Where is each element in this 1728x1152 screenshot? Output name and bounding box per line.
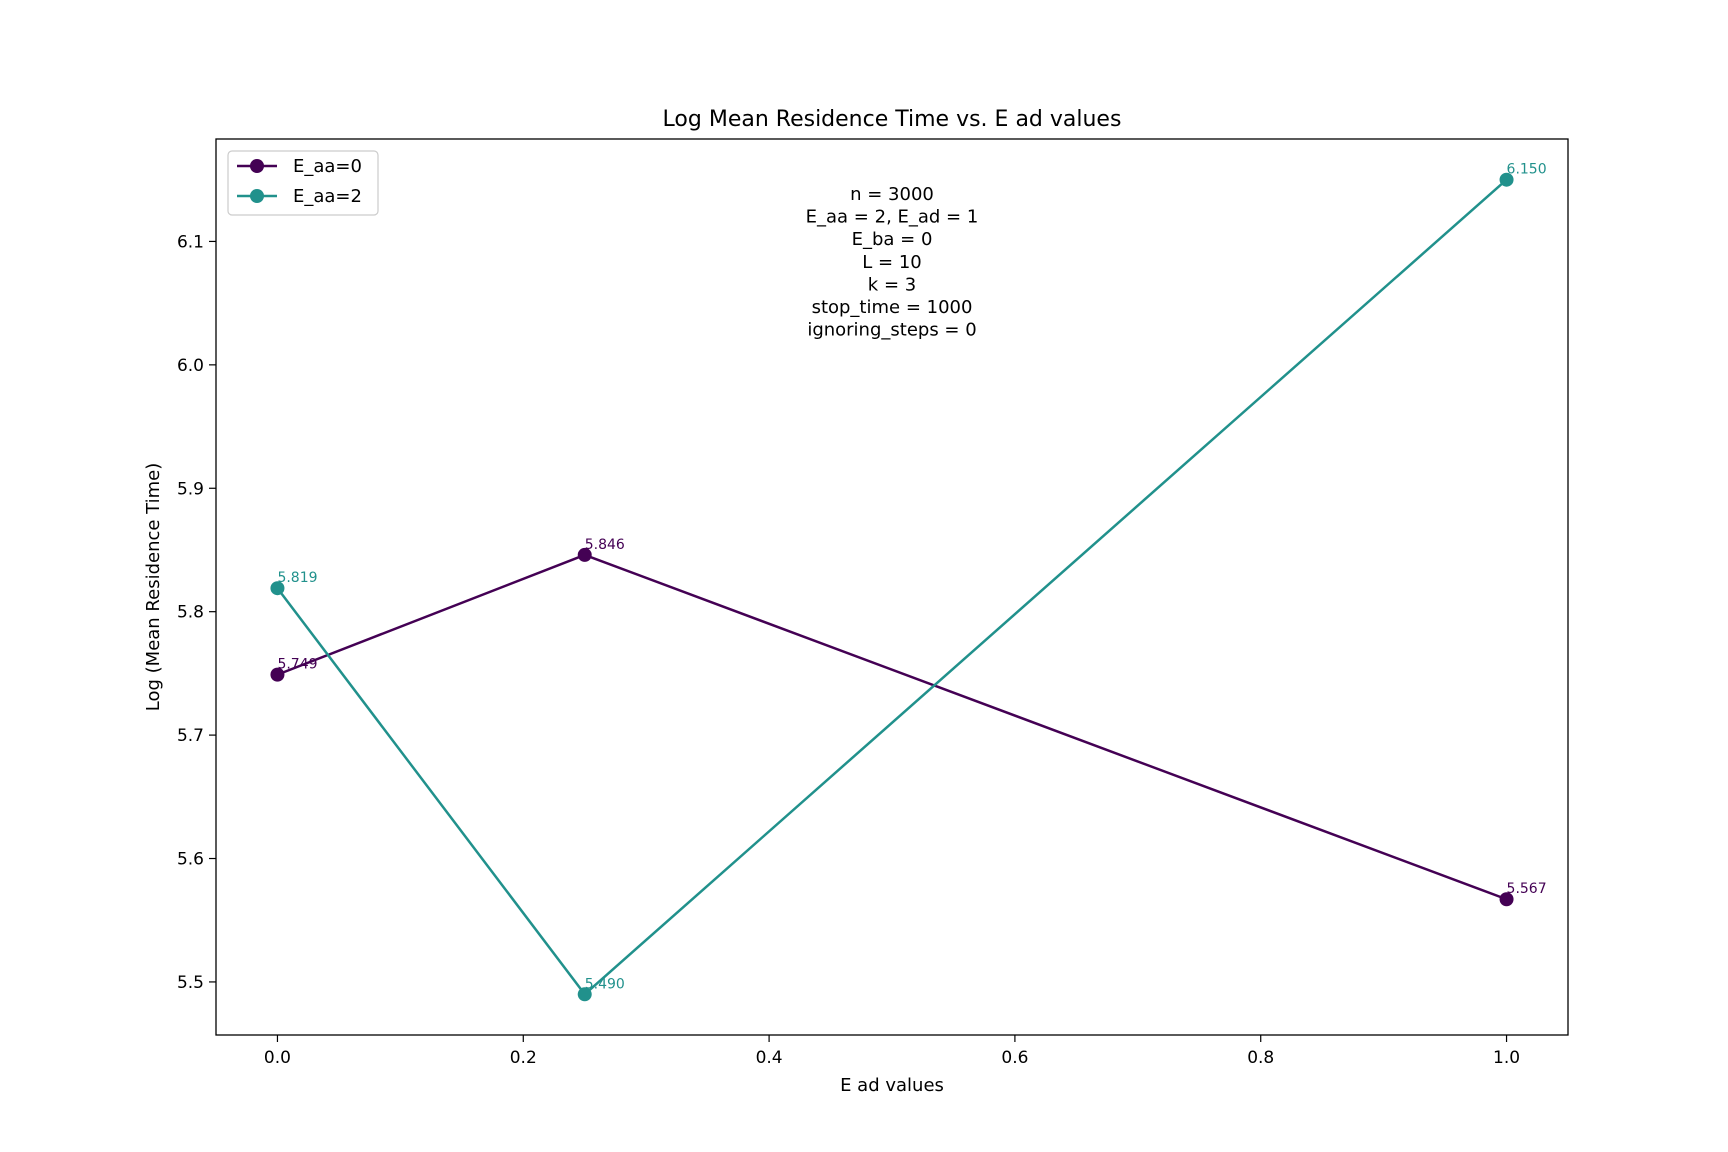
x-tick-label: 0.0 [264, 1048, 291, 1068]
annotation-line: E_aa = 2, E_ad = 1 [806, 207, 979, 228]
data-label: 5.846 [585, 537, 625, 553]
data-point [577, 547, 592, 562]
annotation-line: n = 3000 [850, 184, 934, 205]
y-tick-label: 6.1 [177, 232, 204, 252]
annotation-line: L = 10 [862, 252, 921, 273]
data-point [577, 987, 592, 1002]
legend-label-e-aa-2: E_aa=2 [293, 186, 362, 207]
data-label: 5.567 [1507, 881, 1547, 897]
y-tick-label: 5.6 [177, 850, 204, 870]
y-tick-label: 5.8 [177, 603, 204, 623]
data-point [1499, 892, 1514, 907]
x-axis-label: E ad values [840, 1075, 944, 1096]
annotation-line: E_ba = 0 [852, 229, 933, 250]
x-tick-label: 0.4 [756, 1048, 783, 1068]
legend-marker-e-aa-2 [250, 189, 264, 203]
legend-marker-e-aa-0 [250, 159, 264, 173]
y-tick-label: 5.7 [177, 726, 204, 746]
annotation-line: ignoring_steps = 0 [807, 320, 976, 341]
data-label: 6.150 [1507, 162, 1547, 178]
annotation-line: stop_time = 1000 [812, 297, 973, 318]
data-label: 5.819 [277, 570, 317, 586]
data-label: 5.749 [277, 657, 317, 673]
annotation-line: k = 3 [868, 274, 916, 295]
data-point [270, 581, 285, 596]
y-tick-label: 5.9 [177, 479, 204, 499]
y-axis-label: Log (Mean Residence Time) [143, 463, 164, 711]
y-tick-label: 6.0 [177, 356, 204, 376]
data-point [270, 667, 285, 682]
legend: E_aa=0 E_aa=2 [227, 150, 379, 216]
x-tick-label: 1.0 [1493, 1048, 1520, 1068]
x-tick-label: 0.6 [1001, 1048, 1028, 1068]
legend-label-e-aa-0: E_aa=0 [293, 156, 362, 177]
data-point [1499, 172, 1514, 187]
x-tick-label: 0.8 [1247, 1048, 1274, 1068]
data-label: 5.490 [585, 976, 625, 992]
x-tick-label: 0.2 [510, 1048, 537, 1068]
plot-frame [215, 138, 1569, 1036]
y-tick-label: 5.5 [177, 973, 204, 993]
chart-title: Log Mean Residence Time vs. E ad values [663, 107, 1122, 132]
plot-area: 5.749 5.846 5.567 5.819 5.490 6.150 [270, 162, 1547, 1002]
